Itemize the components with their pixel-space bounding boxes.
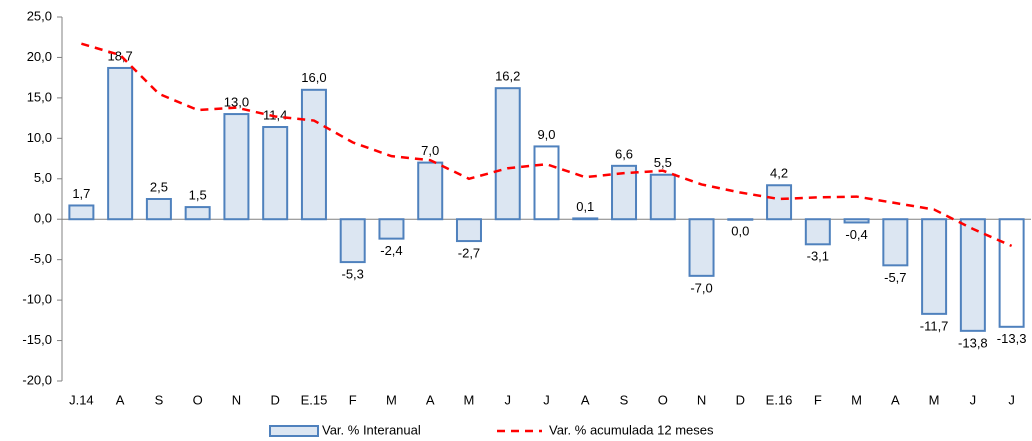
value-label: -11,7	[920, 318, 949, 333]
x-tick-label: A	[891, 392, 900, 407]
value-label: 6,6	[615, 146, 633, 161]
x-tick-label: J.14	[69, 392, 94, 407]
x-tick-label: O	[193, 392, 203, 407]
value-label: 1,7	[72, 186, 90, 201]
x-tick-label: F	[814, 392, 822, 407]
x-tick-label: M	[464, 392, 475, 407]
bar	[882, 218, 909, 267]
bar	[107, 66, 134, 221]
y-tick-label: 0,0	[34, 211, 52, 226]
value-label: 11,4	[263, 107, 287, 122]
bar	[494, 87, 521, 221]
y-tick-label: -10,0	[22, 292, 52, 307]
x-tick-label: A	[581, 392, 590, 407]
x-tick-label: D	[736, 392, 745, 407]
value-label: 4,2	[770, 166, 788, 181]
bar	[417, 161, 444, 221]
value-label: -2,7	[458, 245, 480, 260]
y-tick-label: -5,0	[30, 251, 52, 266]
bar	[843, 218, 870, 224]
y-tick-label: -20,0	[22, 372, 52, 387]
bar	[998, 218, 1025, 328]
x-tick-label: M	[851, 392, 862, 407]
x-tick-label: F	[349, 392, 357, 407]
bar	[145, 198, 172, 221]
value-label: 0,0	[731, 224, 749, 239]
bar	[300, 88, 327, 221]
value-label: -2,4	[380, 243, 402, 258]
line-series	[81, 42, 1013, 248]
bar	[727, 218, 754, 221]
bar	[455, 218, 482, 243]
x-tick-label: O	[658, 392, 668, 407]
bar	[921, 218, 948, 315]
value-label: -7,0	[690, 280, 712, 295]
x-tick-label: M	[929, 392, 940, 407]
value-label: 18,7	[107, 48, 132, 63]
bar	[572, 217, 599, 221]
x-tick-label: E.16	[766, 392, 793, 407]
x-tick-label: S	[620, 392, 629, 407]
bar	[804, 218, 831, 246]
value-label: 13,0	[224, 95, 249, 110]
value-label: 2,5	[150, 179, 168, 194]
legend-label: Var. % Interanual	[322, 422, 421, 437]
bar	[339, 218, 366, 264]
value-label: -3,1	[807, 249, 829, 264]
x-tick-label: E.15	[301, 392, 328, 407]
value-label: -13,8	[958, 335, 988, 350]
x-tick-label: S	[155, 392, 164, 407]
y-tick-label: -15,0	[22, 332, 52, 347]
x-tick-label: A	[116, 392, 125, 407]
value-label: 16,2	[495, 69, 520, 84]
bar	[611, 164, 638, 221]
bar	[649, 173, 676, 221]
bar	[959, 218, 986, 332]
bar	[766, 184, 793, 221]
value-label: 0,1	[576, 199, 594, 214]
value-label: -5,7	[884, 270, 906, 285]
bar	[223, 113, 250, 221]
x-tick-label: M	[386, 392, 397, 407]
value-label: 9,0	[537, 127, 555, 142]
bar	[262, 126, 289, 221]
y-tick-label: 15,0	[27, 89, 52, 104]
y-tick-label: 25,0	[27, 8, 52, 23]
legend-swatch	[269, 425, 319, 437]
x-tick-label: D	[270, 392, 279, 407]
value-label: 5,5	[654, 155, 672, 170]
x-tick-label: J	[543, 392, 550, 407]
x-tick-label: J	[970, 392, 977, 407]
bar	[184, 206, 211, 221]
value-label: -0,4	[845, 227, 867, 242]
bar	[68, 204, 95, 221]
bar	[533, 145, 560, 221]
x-tick-label: N	[697, 392, 706, 407]
value-label: 7,0	[421, 143, 439, 158]
value-label: 1,5	[189, 188, 207, 203]
bar	[378, 218, 405, 240]
value-label: 16,0	[301, 70, 326, 85]
x-tick-label: J	[1008, 392, 1015, 407]
x-tick-label: N	[232, 392, 241, 407]
x-tick-label: J	[504, 392, 511, 407]
y-tick-label: 20,0	[27, 49, 52, 64]
y-tick-label: 5,0	[34, 170, 52, 185]
value-label: -5,3	[341, 267, 363, 282]
legend-label: Var. % acumulada 12 meses	[549, 422, 714, 437]
x-tick-label: A	[426, 392, 435, 407]
value-label: -13,3	[997, 331, 1027, 346]
y-tick-label: 10,0	[27, 130, 52, 145]
bar	[688, 218, 715, 277]
